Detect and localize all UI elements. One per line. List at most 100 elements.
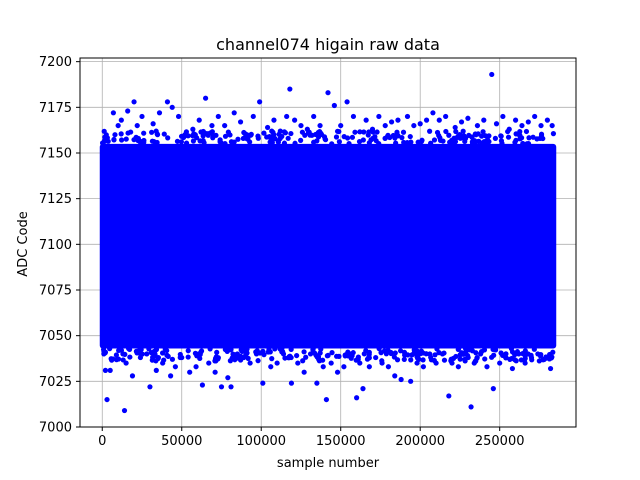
data-point bbox=[336, 139, 342, 145]
data-point bbox=[215, 113, 221, 120]
data-point bbox=[428, 140, 434, 146]
data-point bbox=[462, 138, 468, 145]
data-point bbox=[404, 140, 410, 146]
data-point bbox=[210, 135, 216, 141]
data-point bbox=[127, 354, 133, 360]
y-tick-label: 7000 bbox=[39, 421, 72, 436]
data-point bbox=[191, 131, 197, 137]
data-point bbox=[255, 135, 261, 141]
data-point bbox=[414, 360, 420, 366]
data-point bbox=[202, 95, 209, 101]
data-point bbox=[182, 132, 188, 138]
data-point bbox=[436, 117, 442, 123]
data-point bbox=[440, 138, 446, 144]
data-point bbox=[420, 357, 426, 363]
data-point bbox=[394, 357, 401, 363]
data-point bbox=[109, 336, 115, 342]
data-point bbox=[399, 135, 405, 141]
data-point bbox=[392, 373, 398, 379]
data-point bbox=[373, 354, 379, 361]
data-point bbox=[449, 360, 455, 366]
data-point bbox=[329, 350, 335, 356]
data-point bbox=[209, 129, 215, 135]
y-tick-label: 7075 bbox=[39, 283, 72, 298]
data-point bbox=[407, 133, 413, 140]
data-point bbox=[230, 351, 236, 357]
data-point bbox=[179, 354, 185, 361]
plot-area: 0 50000 100000 150000 200000 250000 7000 7025 70… bbox=[39, 55, 577, 449]
data-point bbox=[174, 138, 181, 144]
data-point bbox=[206, 360, 212, 366]
data-point bbox=[397, 348, 404, 354]
data-point bbox=[417, 121, 423, 127]
data-point bbox=[196, 117, 202, 123]
data-point bbox=[483, 140, 489, 146]
data-point bbox=[363, 117, 369, 123]
data-point bbox=[148, 350, 154, 356]
data-point bbox=[505, 134, 512, 140]
data-point bbox=[190, 138, 197, 144]
data-point bbox=[275, 138, 281, 144]
data-point bbox=[268, 364, 274, 370]
data-point bbox=[193, 364, 199, 370]
data-point bbox=[431, 137, 438, 143]
data-point bbox=[137, 354, 144, 361]
data-point bbox=[350, 113, 357, 120]
data-point bbox=[240, 135, 246, 142]
data-point bbox=[360, 386, 366, 392]
data-point bbox=[517, 132, 523, 138]
data-point bbox=[156, 110, 163, 116]
data-point bbox=[512, 117, 519, 123]
y-tick-label: 7175 bbox=[39, 101, 72, 116]
data-point bbox=[302, 132, 308, 138]
data-point bbox=[334, 369, 341, 375]
data-point bbox=[509, 365, 516, 372]
data-point bbox=[144, 351, 150, 357]
data-point bbox=[154, 132, 161, 138]
data-point bbox=[509, 355, 515, 362]
data-point bbox=[408, 378, 414, 384]
data-point bbox=[414, 353, 420, 359]
data-point bbox=[269, 138, 275, 144]
data-point bbox=[506, 126, 512, 132]
data-point bbox=[107, 346, 113, 352]
data-point bbox=[471, 360, 477, 366]
x-tick-label: 150000 bbox=[316, 434, 366, 449]
data-point bbox=[472, 138, 478, 144]
data-point bbox=[400, 129, 407, 135]
data-point bbox=[459, 350, 465, 356]
data-point bbox=[466, 132, 472, 138]
data-point bbox=[129, 373, 136, 379]
data-point bbox=[388, 119, 395, 125]
data-point bbox=[411, 122, 417, 129]
data-point bbox=[123, 360, 129, 366]
data-point bbox=[222, 133, 229, 139]
x-tick-label: 100000 bbox=[236, 434, 286, 449]
data-point bbox=[428, 357, 435, 363]
data-point bbox=[550, 349, 556, 355]
data-point bbox=[164, 99, 171, 105]
data-point bbox=[218, 384, 225, 390]
data-point bbox=[390, 132, 396, 139]
data-point bbox=[522, 360, 528, 366]
data-point bbox=[331, 102, 337, 109]
data-point bbox=[244, 346, 250, 352]
data-point bbox=[159, 350, 166, 356]
data-point bbox=[194, 135, 200, 141]
data-point bbox=[113, 352, 120, 358]
data-point bbox=[492, 135, 498, 141]
data-point bbox=[198, 348, 205, 354]
x-tick-label: 200000 bbox=[395, 434, 445, 449]
data-point bbox=[101, 351, 107, 357]
data-point bbox=[267, 349, 273, 355]
data-point bbox=[312, 131, 319, 138]
data-point bbox=[531, 346, 537, 352]
data-point bbox=[379, 360, 385, 366]
data-point bbox=[356, 139, 363, 145]
data-point bbox=[530, 134, 536, 140]
data-point bbox=[550, 131, 557, 137]
data-point bbox=[307, 132, 313, 138]
data-point bbox=[500, 113, 506, 120]
data-point bbox=[450, 355, 457, 361]
data-point bbox=[373, 138, 379, 144]
